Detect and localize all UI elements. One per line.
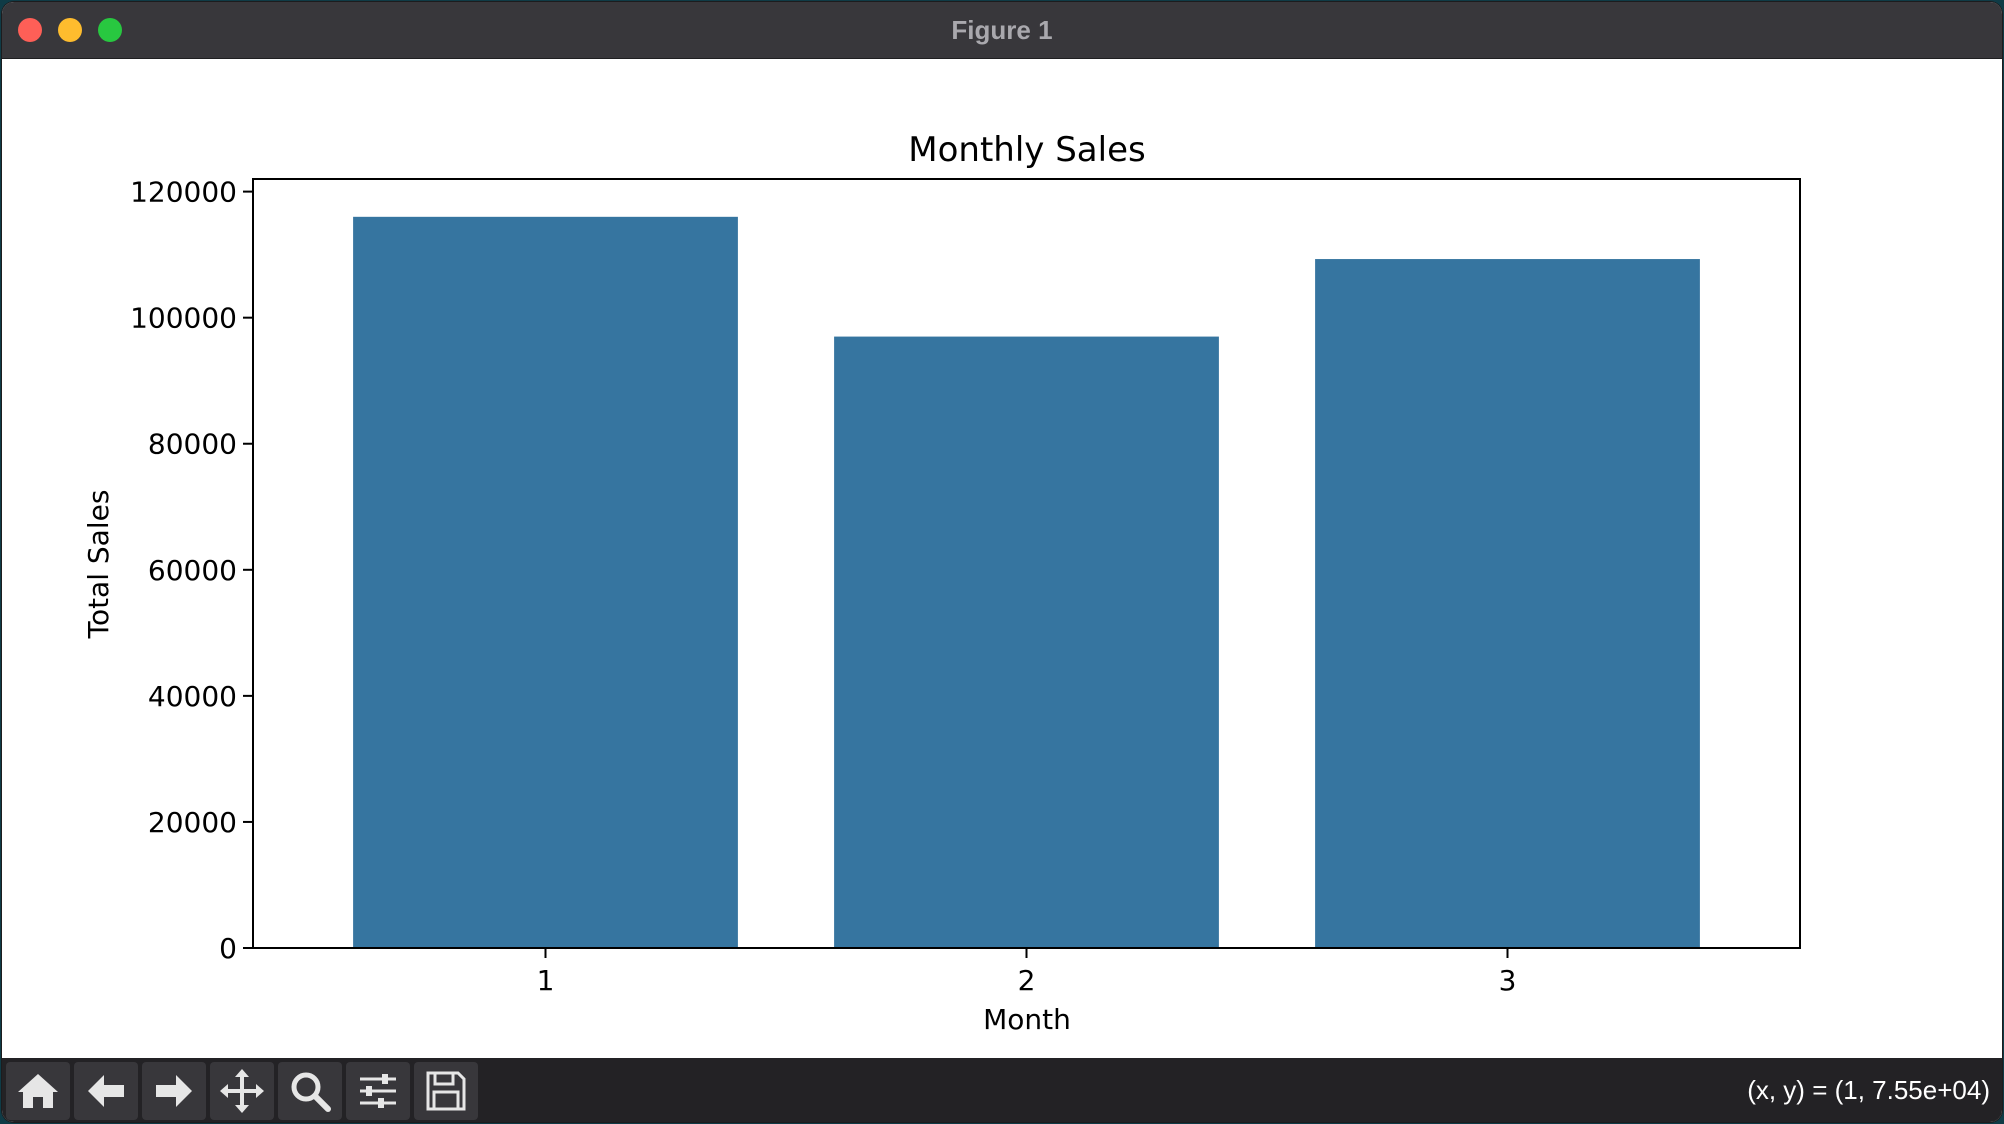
title-bar: Figure 1	[2, 2, 2002, 59]
y-tick-label: 20000	[148, 806, 237, 839]
bar-chart: Monthly Sales 0 20000 40000 60000 80000 10000…	[82, 130, 1801, 1036]
chart-title: Monthly Sales	[908, 130, 1145, 170]
bar-month-1	[353, 216, 738, 948]
y-tick-label: 100000	[130, 302, 237, 335]
y-tick-label: 60000	[148, 554, 237, 587]
minimize-window-button[interactable]	[58, 18, 82, 42]
home-icon	[18, 1074, 58, 1108]
arrow-right-icon	[156, 1075, 192, 1107]
close-window-button[interactable]	[18, 18, 42, 42]
plot-frame	[252, 178, 1801, 949]
y-tick-label: 80000	[148, 428, 237, 461]
x-tick-label: 3	[1499, 964, 1517, 997]
figure-canvas: Monthly Sales 0 20000 40000 60000 80000 10000…	[2, 59, 2002, 1057]
floppy-disk-icon	[426, 1071, 466, 1111]
magnifier-icon	[291, 1072, 331, 1112]
sliders-icon	[360, 1074, 396, 1108]
pan-button[interactable]	[210, 1062, 274, 1120]
x-axis-label: Month	[983, 1003, 1071, 1036]
home-button[interactable]	[6, 1062, 70, 1120]
back-button[interactable]	[74, 1062, 138, 1120]
window-title: Figure 1	[951, 15, 1053, 45]
maximize-window-button[interactable]	[98, 18, 122, 42]
toolbar: (x, y) = (1, 7.55e+04)	[2, 1058, 2002, 1122]
bars-group	[353, 216, 1700, 948]
save-button[interactable]	[414, 1062, 478, 1120]
bar-month-3	[1315, 259, 1700, 948]
x-tick-label: 1	[537, 964, 555, 997]
zoom-button[interactable]	[278, 1062, 342, 1120]
y-axis: 0 20000 40000 60000 80000 100000 120000	[130, 176, 253, 965]
x-axis: 1 2 3	[537, 948, 1517, 997]
y-axis-label: Total Sales	[82, 490, 115, 640]
forward-button[interactable]	[142, 1062, 206, 1120]
y-tick-label: 40000	[148, 680, 237, 713]
x-tick-label: 2	[1018, 964, 1036, 997]
y-tick-label: 120000	[130, 176, 237, 209]
move-arrows-icon	[220, 1069, 264, 1113]
configure-subplots-button[interactable]	[346, 1062, 410, 1120]
arrow-left-icon	[88, 1075, 124, 1107]
y-tick-label: 0	[219, 932, 237, 965]
bar-month-2	[834, 336, 1219, 948]
cursor-coordinates: (x, y) = (1, 7.55e+04)	[1747, 1075, 1990, 1105]
